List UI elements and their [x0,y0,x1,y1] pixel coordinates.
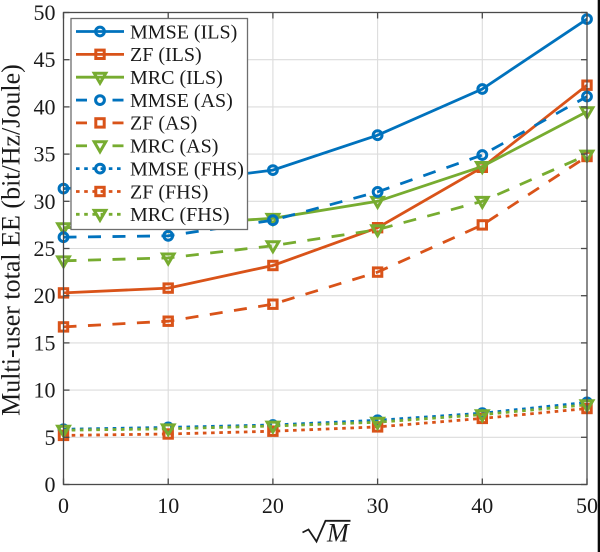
svg-text:MMSE (FHS): MMSE (FHS) [130,158,244,180]
svg-text:ZF (FHS): ZF (FHS) [130,181,208,203]
svg-text:M: M [326,519,350,548]
svg-text:45: 45 [34,47,56,72]
svg-text:MRC (ILS): MRC (ILS) [130,67,223,89]
svg-text:40: 40 [471,493,493,518]
svg-text:50: 50 [576,493,598,518]
svg-text:50: 50 [34,0,56,25]
svg-text:0: 0 [45,472,56,497]
svg-text:Multi-user total EE (bit/Hz/Jo: Multi-user total EE (bit/Hz/Joule) [0,64,26,416]
svg-text:35: 35 [34,142,56,167]
svg-text:30: 30 [367,493,389,518]
svg-text:5: 5 [45,425,56,450]
svg-text:40: 40 [34,94,56,119]
svg-text:20: 20 [34,283,56,308]
svg-text:ZF (AS): ZF (AS) [130,113,197,135]
svg-text:10: 10 [34,378,56,403]
svg-text:25: 25 [34,236,56,261]
svg-text:0: 0 [58,493,69,518]
svg-text:MMSE (ILS): MMSE (ILS) [130,21,237,43]
svg-text:20: 20 [262,493,284,518]
svg-text:MMSE (AS): MMSE (AS) [130,90,233,112]
svg-text:MRC (AS): MRC (AS) [130,136,218,158]
svg-text:30: 30 [34,189,56,214]
svg-text:10: 10 [157,493,179,518]
svg-text:ZF (ILS): ZF (ILS) [130,44,202,66]
svg-text:MRC (FHS): MRC (FHS) [130,204,229,226]
svg-text:15: 15 [34,330,56,355]
